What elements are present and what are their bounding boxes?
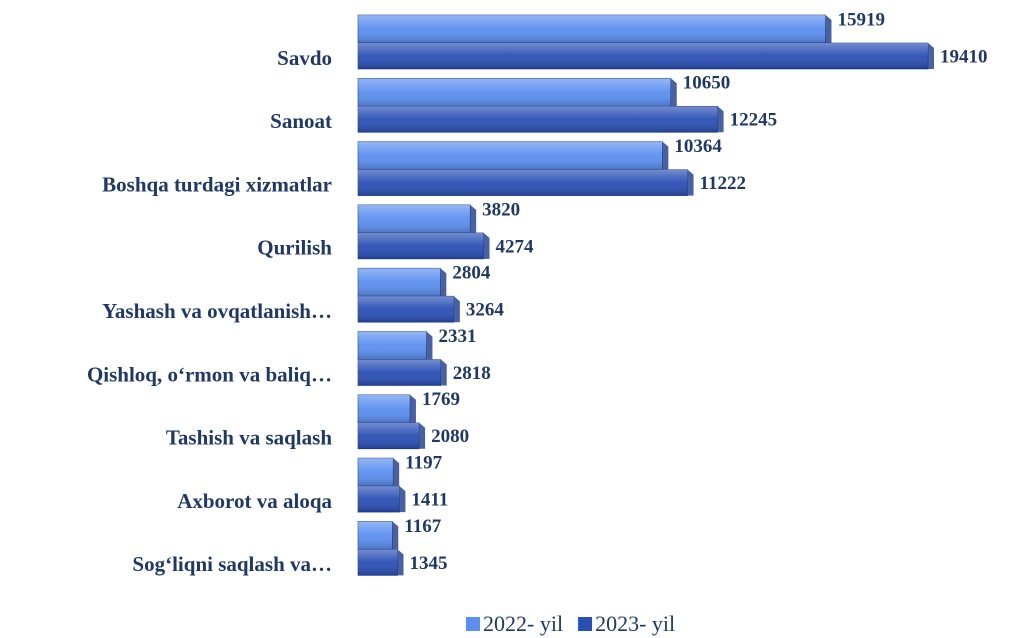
category-label: Tashish va saqlash [166, 426, 332, 450]
data-label: 19410 [940, 46, 988, 67]
data-label: 2080 [431, 426, 469, 447]
bar-shine [358, 204, 471, 233]
bar-side [453, 296, 460, 323]
data-label: 15919 [837, 9, 885, 30]
category-label: Boshqa turdagi xizmatlar [102, 172, 332, 196]
data-label: 11222 [700, 173, 746, 194]
bar-side [392, 521, 399, 550]
data-label: 10650 [683, 73, 731, 94]
bar-side [928, 43, 934, 69]
legend-swatch [466, 617, 480, 631]
bar-shine [358, 43, 928, 69]
category-label: Qurilish [257, 236, 332, 260]
category-label: Axborot va aloqa [177, 489, 332, 513]
bar-shine [358, 232, 484, 259]
bar-shine [358, 106, 718, 133]
data-label: 1197 [405, 452, 442, 473]
category-label: Qishloq, o‘rmon va baliq… [87, 362, 332, 386]
bar-side [662, 141, 669, 170]
data-label: 10364 [674, 136, 722, 157]
bar-shine [358, 78, 671, 107]
bar-shine [358, 394, 410, 423]
category-label: Yashash va ovqatlanish… [102, 299, 332, 323]
data-label: 2331 [438, 326, 476, 347]
bar-shine [358, 458, 394, 487]
bar-shine [358, 169, 688, 196]
legend-swatch [578, 617, 593, 631]
bar-side [409, 394, 416, 423]
data-label: 12245 [730, 110, 778, 131]
bar-shine [358, 359, 441, 386]
bar-side [717, 106, 724, 133]
bar-shine [358, 549, 398, 576]
data-label: 1167 [404, 516, 441, 537]
bar-side [670, 78, 677, 107]
legend-label: 2022- yil [483, 611, 563, 636]
bar-shine [358, 141, 663, 170]
bar-side [825, 15, 832, 43]
data-label: 3264 [466, 300, 505, 321]
bar-side [687, 169, 694, 196]
data-label: 1769 [422, 389, 460, 410]
data-label: 2818 [453, 363, 491, 384]
data-label: 2804 [452, 263, 491, 284]
bar-side [470, 204, 477, 233]
bar-side [440, 359, 447, 386]
bar-side [426, 331, 433, 360]
data-label: 3820 [482, 199, 520, 220]
bar-side [419, 422, 426, 449]
bar-side [397, 549, 404, 576]
bar-side [393, 458, 400, 487]
category-label: Savdo [277, 46, 332, 70]
bar-shine [358, 331, 427, 360]
data-label: 1345 [409, 553, 447, 574]
bar-side [483, 232, 490, 259]
category-label: Sog‘liqni saqlash va… [132, 552, 332, 576]
data-label: 1411 [411, 489, 448, 510]
bar-shine [358, 296, 454, 323]
bar-shine [358, 15, 826, 43]
legend-label: 2023- yil [595, 611, 675, 636]
bar-shine [358, 521, 393, 550]
bar-side [440, 268, 447, 297]
category-label: Sanoat [270, 109, 332, 133]
data-label: 4274 [496, 236, 535, 257]
bar-shine [358, 422, 420, 449]
bar-side [399, 486, 406, 513]
bar-shine [358, 268, 441, 297]
bar-shine [358, 486, 400, 513]
